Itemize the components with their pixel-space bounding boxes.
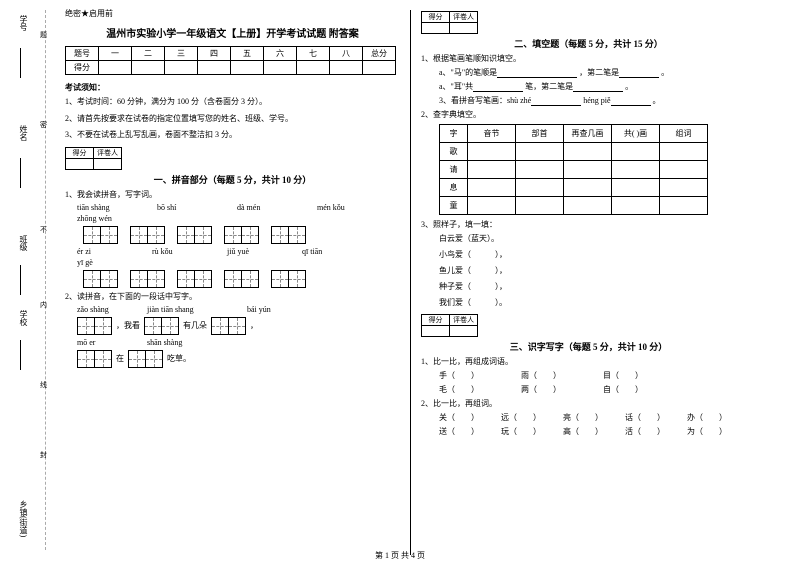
rule-item: 2、请首先按要求在试卷的指定位置填写您的姓名、班级、学号。: [65, 112, 400, 126]
score-box: 得分评卷人: [421, 11, 478, 34]
rule-item: 3、不要在试卷上乱写乱画，卷面不整洁扣 3 分。: [65, 128, 400, 142]
char-grid[interactable]: [83, 270, 118, 288]
blank-field[interactable]: [573, 82, 623, 92]
example: 白云爱（蓝天）。: [439, 233, 756, 244]
question: 2、查字典填空。: [421, 109, 756, 120]
score-box: 得分评卷人: [421, 314, 478, 337]
score-box: 得分评卷人: [65, 147, 122, 170]
dict-table: 字音节部首 再查几画共( )画组词 歌 请 息 童: [439, 124, 708, 215]
margin-line: [20, 158, 21, 188]
char-grid[interactable]: [144, 317, 179, 335]
char-grid[interactable]: [271, 270, 306, 288]
margin-label: 乡镇(街道): [18, 500, 29, 537]
char-grid[interactable]: [77, 317, 112, 335]
question: 1、根据笔画笔顺知识填空。: [421, 53, 756, 64]
char-grid[interactable]: [130, 270, 165, 288]
question: 1、比一比，再组成词语。: [421, 356, 756, 367]
dotted-line: [45, 10, 46, 550]
blank-field[interactable]: [619, 68, 659, 78]
rules-title: 考试须知：: [65, 83, 105, 92]
secret-label: 绝密★启用前: [65, 8, 400, 19]
margin-label: 学校: [18, 310, 29, 326]
char-grid[interactable]: [77, 350, 112, 368]
margin-label: 班级: [18, 235, 29, 251]
margin-label: 学号: [18, 15, 29, 31]
question: 3、照样子，填一填：: [421, 219, 756, 230]
char-grid[interactable]: [128, 350, 163, 368]
blank-field[interactable]: [611, 96, 651, 106]
question: 2、读拼音，在下面的一段话中写字。: [65, 291, 400, 302]
section-title: 二、填空题（每题 5 分，共计 15 分）: [421, 37, 756, 50]
inner-label: 密: [40, 120, 47, 130]
inner-label: 不: [40, 225, 47, 235]
char-grid[interactable]: [177, 270, 212, 288]
margin-label: 姓名: [18, 125, 29, 141]
blank-field[interactable]: [473, 82, 523, 92]
char-grid[interactable]: [211, 317, 246, 335]
rule-item: 1、考试时间：60 分钟，满分为 100 分（含卷面分 3 分）。: [65, 95, 400, 109]
section-title: 一、拼音部分（每题 5 分，共计 10 分）: [65, 173, 400, 186]
char-grid[interactable]: [130, 226, 165, 244]
question: 1、我会读拼音，写字词。: [65, 189, 400, 200]
blank-field[interactable]: [531, 96, 581, 106]
margin-line: [20, 265, 21, 295]
inner-label: 线: [40, 380, 47, 390]
inner-label: 内: [40, 300, 47, 310]
question: 2、比一比，再组词。: [421, 398, 756, 409]
page-title: 温州市实验小学一年级语文【上册】开学考试试题 附答案: [65, 25, 400, 40]
page-footer: 第 1 页 共 4 页: [0, 550, 800, 561]
section-title: 三、识字写字（每题 5 分，共计 10 分）: [421, 340, 756, 353]
char-grid[interactable]: [224, 270, 259, 288]
blank-field[interactable]: [497, 68, 577, 78]
margin-line: [20, 48, 21, 78]
score-table: 题号一二 三四五 六七八 总分 得分: [65, 46, 396, 75]
char-grid[interactable]: [224, 226, 259, 244]
margin-line: [20, 340, 21, 370]
char-grid[interactable]: [177, 226, 212, 244]
inner-label: 封: [40, 450, 47, 460]
char-grid[interactable]: [83, 226, 118, 244]
inner-label: 题: [40, 30, 47, 40]
char-grid[interactable]: [271, 226, 306, 244]
